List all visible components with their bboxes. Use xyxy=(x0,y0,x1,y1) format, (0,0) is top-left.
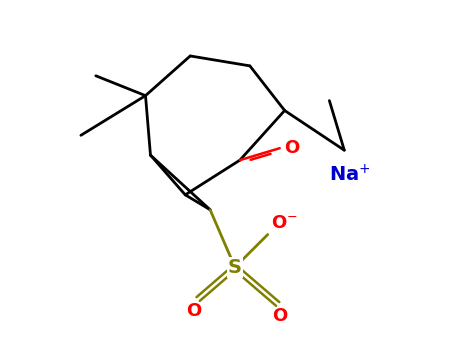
Text: O$^{-}$: O$^{-}$ xyxy=(271,214,298,232)
Text: S: S xyxy=(228,258,242,277)
Text: O: O xyxy=(272,307,287,325)
Text: O: O xyxy=(187,302,202,320)
Text: O: O xyxy=(283,139,299,157)
Text: Na$^{+}$: Na$^{+}$ xyxy=(329,164,371,186)
